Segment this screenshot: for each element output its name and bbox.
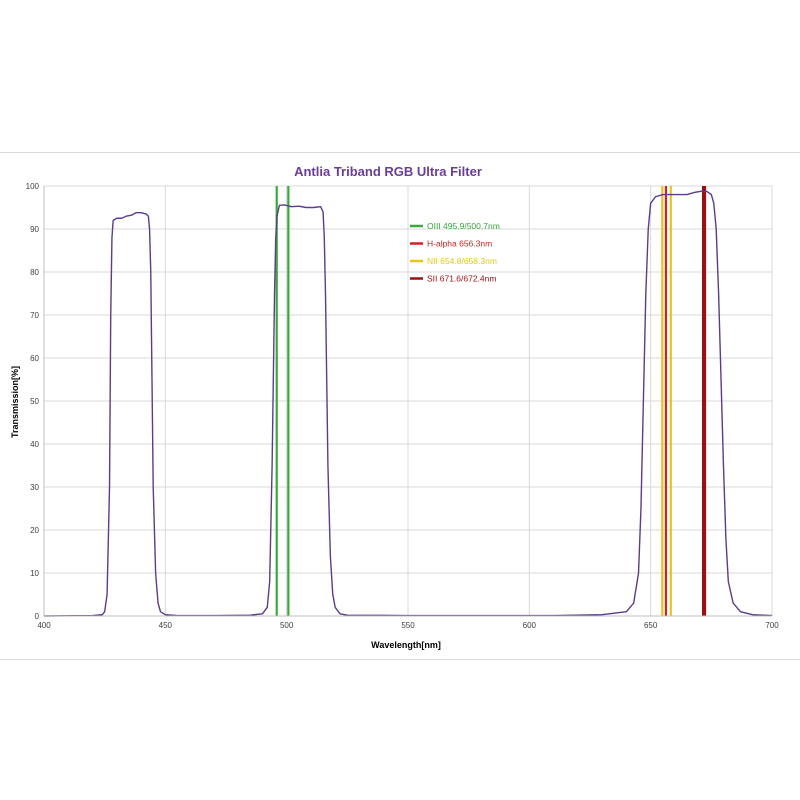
x-tick-label: 700 — [765, 621, 779, 630]
x-tick-label: 450 — [159, 621, 173, 630]
x-tick-label: 550 — [401, 621, 415, 630]
x-tick-label: 650 — [644, 621, 658, 630]
legend-label: OIII 495.9/500.7nm — [427, 221, 500, 231]
transmission-curve — [43, 190, 773, 617]
chart-frame — [0, 152, 800, 660]
y-tick-label: 20 — [30, 526, 39, 535]
reference-lines — [275, 186, 707, 616]
legend-label: NII 654.8/658.3nm — [427, 256, 497, 266]
x-tick-label: 400 — [37, 621, 51, 630]
y-tick-label: 100 — [26, 182, 40, 191]
grid — [44, 185, 773, 616]
legend-label: SII 671.6/672.4nm — [427, 274, 496, 284]
y-tick-label: 70 — [30, 311, 39, 320]
y-tick-label: 30 — [30, 483, 39, 492]
y-tick-label: 80 — [30, 268, 39, 277]
y-tick-label: 50 — [30, 397, 39, 406]
y-tick-label: 10 — [30, 569, 39, 578]
axes: 0 10 20 30 40 50 60 70 80 90 100 400 450 500 550 600 650… — [26, 182, 780, 630]
x-tick-label: 500 — [280, 621, 294, 630]
y-tick-label: 40 — [30, 440, 39, 449]
chart-title: Antlia Triband RGB Ultra Filter — [294, 164, 482, 179]
y-tick-label: 0 — [35, 612, 40, 621]
y-tick-label: 90 — [30, 225, 39, 234]
legend-label: H-alpha 656.3nm — [427, 239, 492, 249]
series-layer — [43, 190, 773, 617]
x-axis-title: Wavelength[nm] — [371, 640, 441, 650]
x-tick-label: 600 — [523, 621, 537, 630]
legend: OIII 495.9/500.7nm H-alpha 656.3nm NII 654… — [410, 221, 500, 284]
y-axis-title: Transmission[%] — [10, 366, 20, 438]
y-tick-label: 60 — [30, 354, 39, 363]
